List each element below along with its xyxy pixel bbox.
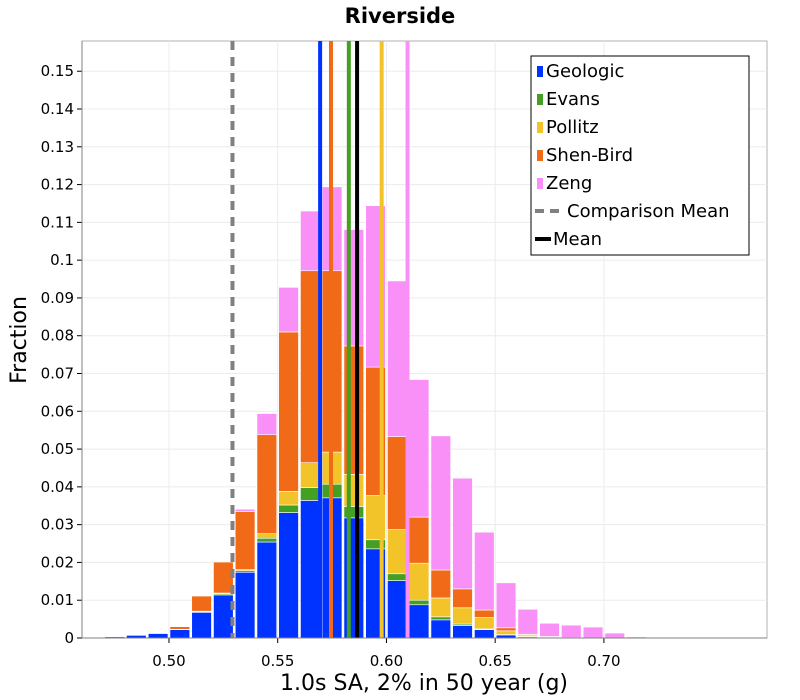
bar-geologic bbox=[452, 625, 473, 639]
bar-shen-bird bbox=[234, 511, 256, 570]
chart-title: Riverside bbox=[345, 4, 456, 28]
bar-geologic bbox=[408, 604, 430, 639]
bar-evans bbox=[256, 537, 278, 543]
bar-shen-bird bbox=[169, 626, 191, 630]
y-axis-label: Fraction bbox=[7, 296, 32, 384]
y-tick-label: 0.1 bbox=[50, 251, 74, 269]
bar-shen-bird bbox=[300, 270, 321, 463]
bar-evans bbox=[278, 504, 299, 513]
bar-shen-bird bbox=[474, 609, 495, 618]
x-tick-label: 0.55 bbox=[261, 652, 294, 670]
bar-zeng bbox=[604, 632, 625, 639]
x-tick-label: 0.70 bbox=[587, 652, 620, 670]
bar-shen-bird bbox=[430, 569, 451, 599]
legend: Geologic Evans Pollitz Shen-Bird Zeng Compari… bbox=[530, 55, 750, 256]
bar-zeng bbox=[387, 280, 408, 437]
bar-shen-bird bbox=[452, 588, 473, 609]
y-tick-label: 0 bbox=[64, 629, 74, 647]
y-axis-ticks: 0 0.01 0.02 0.03 0.04 0.05 0.06 0.07 0.08 0.09 0.1… bbox=[41, 41, 83, 647]
bar-geologic bbox=[256, 541, 278, 639]
bar-pollitz bbox=[387, 529, 408, 575]
x-axis-label: 1.0s SA, 2% in 50 year (g) bbox=[280, 671, 568, 696]
legend-swatch-evans bbox=[537, 94, 543, 105]
legend-label-pollitz: Pollitz bbox=[546, 117, 599, 138]
legend-label-geologic: Geologic bbox=[546, 61, 624, 82]
legend-swatch-geologic bbox=[537, 66, 543, 77]
y-tick-label: 0.13 bbox=[41, 138, 74, 156]
bar-geologic bbox=[169, 629, 191, 639]
bar-shen-bird bbox=[256, 434, 278, 535]
y-tick-label: 0.03 bbox=[41, 516, 74, 534]
bar-geologic bbox=[278, 512, 299, 639]
bar-geologic bbox=[213, 594, 234, 639]
bar-zeng bbox=[495, 582, 517, 629]
x-tick-label: 0.50 bbox=[152, 652, 185, 670]
y-tick-label: 0.12 bbox=[41, 176, 74, 194]
bar-zeng bbox=[474, 531, 495, 611]
legend-label-zeng: Zeng bbox=[546, 173, 592, 194]
bar-pollitz bbox=[452, 607, 473, 625]
y-tick-label: 0.06 bbox=[41, 402, 74, 420]
bar-evans bbox=[408, 599, 430, 606]
bar-pollitz bbox=[278, 491, 299, 506]
x-tick-label: 0.65 bbox=[478, 652, 511, 670]
mean-lines bbox=[230, 41, 410, 638]
bar-zeng bbox=[256, 413, 278, 436]
bar-evans bbox=[430, 616, 451, 621]
y-tick-label: 0.05 bbox=[41, 440, 74, 458]
bar-shen-bird bbox=[191, 595, 212, 612]
bar-zeng bbox=[452, 477, 473, 590]
legend-swatch-shen-bird bbox=[537, 150, 543, 161]
x-tick-label: 0.60 bbox=[370, 652, 403, 670]
bar-zeng bbox=[234, 508, 256, 512]
y-tick-label: 0.01 bbox=[41, 591, 74, 609]
y-tick-label: 0.04 bbox=[41, 478, 74, 496]
y-tick-label: 0.09 bbox=[41, 289, 74, 307]
bar-zeng bbox=[430, 435, 451, 571]
legend-swatch-zeng bbox=[537, 178, 543, 189]
bar-shen-bird bbox=[495, 627, 517, 632]
legend-box bbox=[530, 55, 750, 256]
y-tick-label: 0.08 bbox=[41, 327, 74, 345]
y-tick-label: 0.02 bbox=[41, 553, 74, 571]
bar-pollitz bbox=[474, 617, 495, 630]
legend-label-evans: Evans bbox=[546, 89, 600, 110]
bar-geologic bbox=[387, 580, 408, 639]
bar-zeng bbox=[539, 622, 560, 637]
legend-label-shen-bird: Shen-Bird bbox=[546, 145, 633, 166]
bar-pollitz bbox=[495, 630, 517, 635]
bar-zeng bbox=[517, 608, 538, 635]
legend-label-mean: Mean bbox=[553, 229, 602, 250]
bar-zeng bbox=[408, 379, 430, 518]
bar-shen-bird bbox=[408, 516, 430, 564]
y-tick-label: 0.11 bbox=[41, 213, 74, 231]
bar-pollitz bbox=[300, 462, 321, 488]
x-axis-ticks: 0.50 0.55 0.60 0.65 0.70 bbox=[82, 637, 767, 670]
legend-swatch-pollitz bbox=[537, 122, 543, 133]
bar-shen-bird bbox=[213, 561, 234, 594]
bar-zeng bbox=[278, 287, 299, 333]
bar-geologic bbox=[474, 629, 495, 639]
y-tick-label: 0.14 bbox=[41, 100, 74, 118]
bar-pollitz bbox=[408, 562, 430, 601]
y-tick-label: 0.15 bbox=[41, 62, 74, 80]
bar-evans bbox=[300, 487, 321, 501]
bar-geologic bbox=[147, 633, 169, 639]
bar-zeng bbox=[300, 210, 321, 272]
bar-pollitz bbox=[256, 533, 278, 539]
bar-geologic bbox=[300, 500, 321, 639]
bar-zeng bbox=[561, 624, 582, 638]
bar-evans bbox=[387, 573, 408, 581]
bar-shen-bird bbox=[387, 436, 408, 530]
bar-geologic bbox=[191, 612, 212, 639]
y-tick-label: 0.07 bbox=[41, 365, 74, 383]
bar-geologic bbox=[430, 619, 451, 639]
legend-label-comparison-mean: Comparison Mean bbox=[567, 201, 730, 222]
bar-shen-bird bbox=[278, 331, 299, 492]
bar-geologic bbox=[234, 571, 256, 639]
bar-pollitz bbox=[430, 597, 451, 618]
bar-zeng bbox=[582, 626, 604, 639]
